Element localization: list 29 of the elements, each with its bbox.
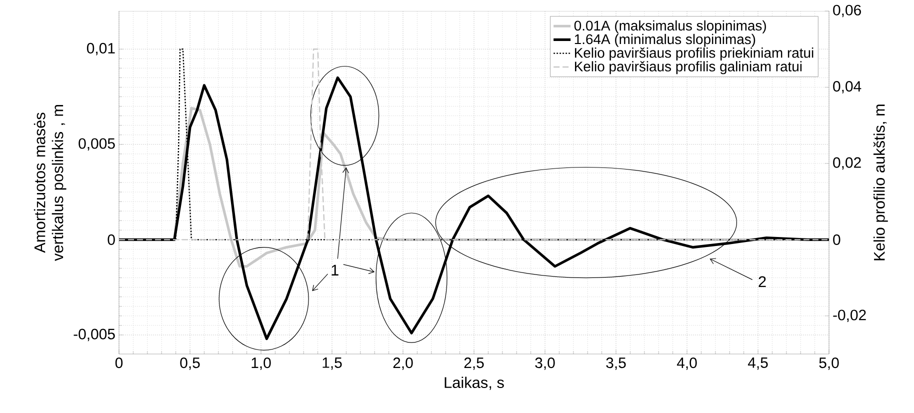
y2-axis-title: Kelio profilio aukštis, m — [873, 104, 888, 260]
x-tick-label: 4,0 — [676, 358, 697, 370]
legend-label: 0.01A (maksimalus slopinimas) — [574, 20, 766, 34]
legend-label: 1.64A (minimalus slopinimas) — [574, 34, 756, 47]
legend-label: Kelio paviršiaus profilis priekiniam ratui — [575, 48, 814, 61]
y-tick-label: -0,005 — [74, 328, 115, 342]
x-tick-label: 2,5 — [464, 358, 484, 370]
x-tick-label: 1,0 — [252, 358, 271, 370]
x-tick-label: 5,0 — [819, 358, 839, 370]
x-tick-label: 4,5 — [748, 358, 768, 370]
x-tick-label: 3,0 — [535, 358, 555, 370]
x-tick-label: 1,5 — [322, 358, 342, 370]
annotation: 2 — [758, 276, 766, 287]
y-tick-label: 0,01 — [86, 42, 115, 56]
annotation: 1 — [332, 264, 338, 276]
x-axis-title: Laikas, s — [444, 376, 504, 390]
y2-tick-label: 0,06 — [833, 4, 861, 18]
y-tick-label: 0 — [108, 234, 115, 245]
x-tick-label: 0 — [115, 358, 123, 368]
y2-tick-label: 0,04 — [833, 81, 862, 94]
y-axis-title: Amortizuotos masės vertikalus poslinkis , m — [34, 105, 66, 261]
y2-tick-label: 0,02 — [833, 157, 861, 170]
x-tick-label: 0,5 — [180, 358, 200, 370]
y2-tick-label: 0 — [833, 234, 840, 245]
legend-label: Kelio paviršiaus profilis galiniam ratui — [575, 61, 802, 74]
x-tick-label: 3,5 — [606, 358, 626, 370]
x-tick-label: 2,0 — [393, 358, 413, 370]
y-tick-label: 0,005 — [78, 138, 115, 151]
y2-tick-label: -0,02 — [833, 310, 866, 322]
